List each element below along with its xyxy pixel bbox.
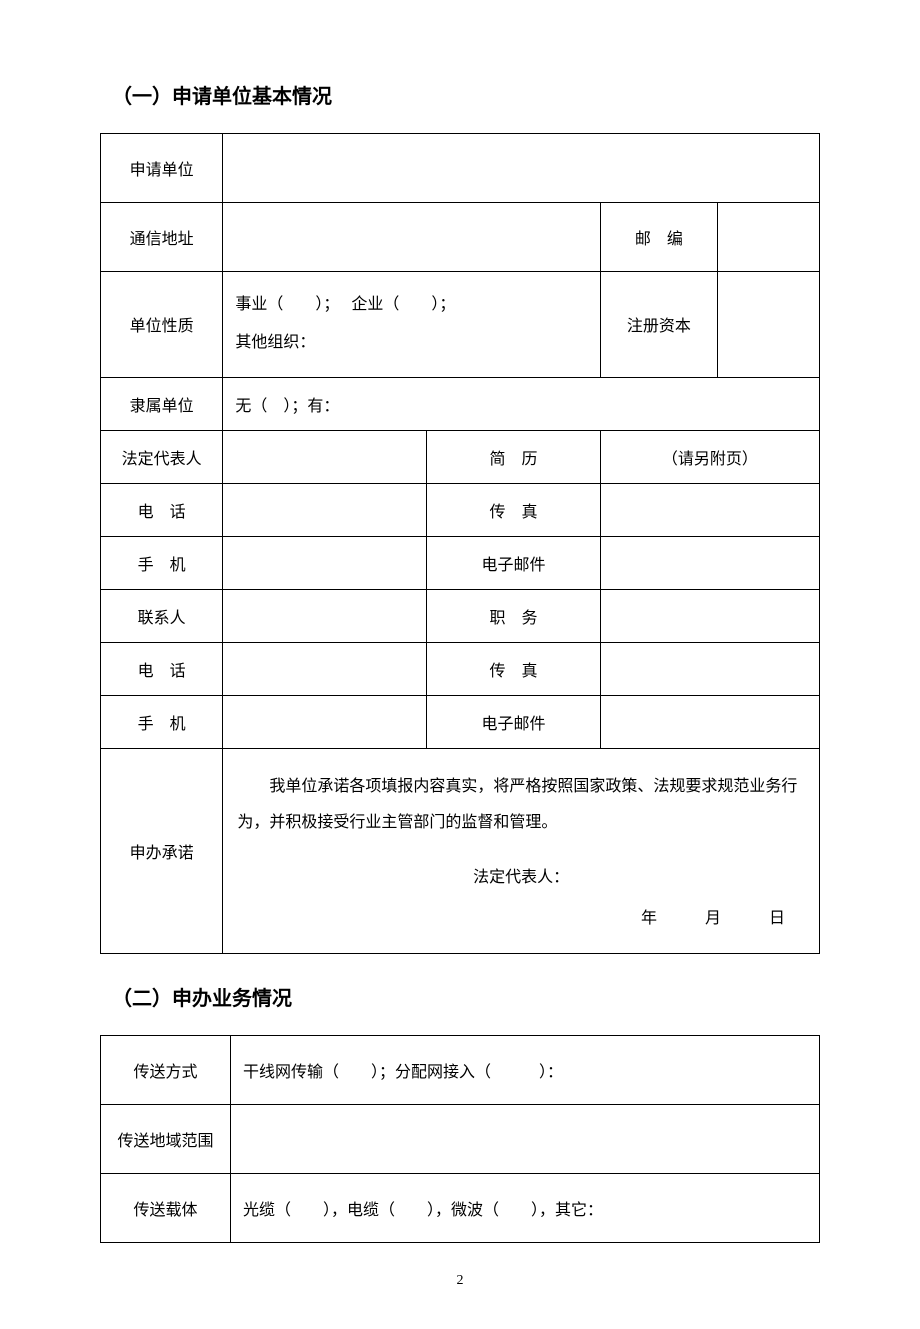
- value-phone1: [223, 496, 426, 524]
- value-legal-rep: [223, 443, 426, 471]
- value-area: [231, 1117, 819, 1161]
- table-business-info: 传送方式 干线网传输（ ）；分配网接入（ ）： 传送地域范围 传送载体 光缆（ …: [100, 1035, 820, 1243]
- table-row: 电 话 传 真: [101, 642, 820, 695]
- commitment-date: 年 月 日: [237, 901, 805, 936]
- label-email1: 电子邮件: [427, 537, 599, 589]
- label-contact: 联系人: [101, 590, 222, 642]
- value-carrier: 光缆（ ），电缆（ ），微波（ ），其它：: [231, 1174, 819, 1242]
- label-fax1: 传 真: [427, 484, 599, 536]
- label-carrier: 传送载体: [101, 1174, 230, 1242]
- label-mobile1: 手 机: [101, 537, 222, 589]
- value-capital: [718, 310, 819, 338]
- value-postcode: [718, 215, 819, 259]
- label-mobile2: 手 机: [101, 696, 222, 748]
- table-row: 手 机 电子邮件: [101, 695, 820, 748]
- label-resume: 简 历: [427, 431, 599, 483]
- value-affiliation: 无（ ）；有：: [223, 378, 819, 430]
- label-phone1: 电 话: [101, 484, 222, 536]
- section1-title: （一）申请单位基本情况: [100, 80, 820, 109]
- commitment-text: 我单位承诺各项填报内容真实，将严格按照国家政策、法规要求规范业务行为，并积极接受…: [237, 769, 805, 839]
- label-method: 传送方式: [101, 1036, 230, 1104]
- label-commitment: 申办承诺: [101, 749, 222, 953]
- label-phone2: 电 话: [101, 643, 222, 695]
- commitment-block: 我单位承诺各项填报内容真实，将严格按照国家政策、法规要求规范业务行为，并积极接受…: [223, 751, 819, 950]
- value-email1: [601, 549, 819, 577]
- label-area: 传送地域范围: [101, 1105, 230, 1173]
- table-row: 隶属单位 无（ ）；有：: [101, 377, 820, 430]
- value-fax2: [601, 655, 819, 683]
- value-mobile2: [223, 708, 426, 736]
- value-mobile1: [223, 549, 426, 577]
- label-legal-rep: 法定代表人: [101, 431, 222, 483]
- table-row: 申办承诺 我单位承诺各项填报内容真实，将严格按照国家政策、法规要求规范业务行为，…: [101, 748, 820, 953]
- table-row: 传送载体 光缆（ ），电缆（ ），微波（ ），其它：: [101, 1173, 820, 1242]
- value-nature: 事业（ ）； 企业（ ）； 其他组织：: [223, 272, 599, 377]
- label-capital: 注册资本: [601, 298, 717, 350]
- value-applicant: [223, 146, 819, 190]
- table-row: 单位性质 事业（ ）； 企业（ ）； 其他组织： 注册资本: [101, 272, 820, 378]
- value-method: 干线网传输（ ）；分配网接入（ ）：: [231, 1036, 819, 1104]
- value-fax1: [601, 496, 819, 524]
- label-address: 通信地址: [101, 203, 222, 271]
- label-position: 职 务: [427, 590, 599, 642]
- label-nature: 单位性质: [101, 282, 222, 366]
- value-position: [601, 602, 819, 630]
- page-number: 2: [100, 1273, 820, 1289]
- value-resume-note: （请另附页）: [601, 431, 819, 483]
- value-address: [223, 215, 599, 259]
- label-affiliation: 隶属单位: [101, 378, 222, 430]
- table-row: 传送地域范围: [101, 1104, 820, 1173]
- table-row: 手 机 电子邮件: [101, 536, 820, 589]
- table-row: 联系人 职 务: [101, 589, 820, 642]
- table-row: 申请单位: [101, 134, 820, 203]
- label-applicant: 申请单位: [101, 134, 222, 202]
- value-email2: [601, 708, 819, 736]
- table-row: 法定代表人 简 历 （请另附页）: [101, 430, 820, 483]
- value-contact: [223, 602, 426, 630]
- table-row: 电 话 传 真: [101, 483, 820, 536]
- label-postcode: 邮 编: [601, 203, 717, 271]
- section2-title: （二）申办业务情况: [100, 982, 820, 1011]
- label-fax2: 传 真: [427, 643, 599, 695]
- table-row: 传送方式 干线网传输（ ）；分配网接入（ ）：: [101, 1035, 820, 1104]
- commitment-sign: 法定代表人：: [237, 860, 805, 895]
- table-applicant-info: 申请单位 通信地址 邮 编 单位性质 事业（ ）； 企业（ ）； 其他组织： 注…: [100, 133, 820, 954]
- label-email2: 电子邮件: [427, 696, 599, 748]
- value-phone2: [223, 655, 426, 683]
- table-row: 通信地址 邮 编: [101, 203, 820, 272]
